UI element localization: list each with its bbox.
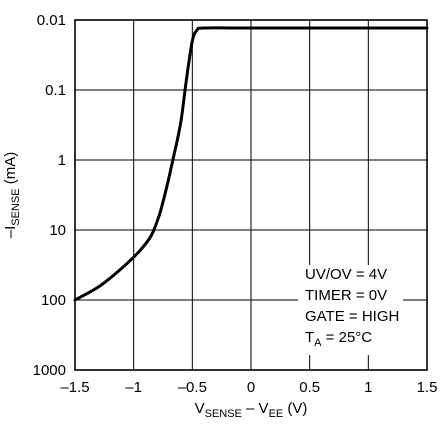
y-tick-label: 0.01 bbox=[37, 12, 66, 29]
y-tick-label: 100 bbox=[41, 292, 66, 309]
grid bbox=[75, 20, 427, 370]
curve-layer bbox=[73, 26, 429, 302]
plot-frame bbox=[74, 19, 428, 371]
x-tick-label: 1 bbox=[364, 379, 372, 396]
annotation-block: UV/OV = 4V TIMER = 0V GATE = HIGH TA = 2… bbox=[298, 265, 403, 355]
x-tick-label: 0 bbox=[247, 379, 255, 396]
x-tick-label: –1 bbox=[125, 379, 142, 396]
y-tick-label: 1000 bbox=[33, 362, 66, 379]
series-line bbox=[73, 26, 429, 302]
x-tick-label: –0.5 bbox=[178, 379, 207, 396]
annotation-timer: TIMER = 0V bbox=[305, 287, 387, 304]
x-axis-title: VSENSE – VEE (V) bbox=[195, 400, 308, 420]
x-tick-labels: –1.5 –1 –0.5 0 0.5 1 1.5 bbox=[60, 379, 437, 396]
x-tick-label: –1.5 bbox=[60, 379, 89, 396]
annotation-temperature: TA = 25°C bbox=[305, 329, 372, 349]
x-tick-label: 0.5 bbox=[299, 379, 320, 396]
y-tick-labels: 0.01 0.1 1 10 100 1000 bbox=[33, 12, 66, 379]
y-axis-title: –ISENSE (mA) bbox=[2, 152, 22, 238]
y-tick-label: 0.1 bbox=[45, 82, 66, 99]
annotation-gate: GATE = HIGH bbox=[305, 308, 399, 325]
y-tick-label: 10 bbox=[49, 222, 66, 239]
annotation-uvov: UV/OV = 4V bbox=[305, 266, 387, 283]
y-tick-label: 1 bbox=[58, 152, 66, 169]
x-tick-label: 1.5 bbox=[417, 379, 438, 396]
annotation-background bbox=[298, 265, 403, 355]
